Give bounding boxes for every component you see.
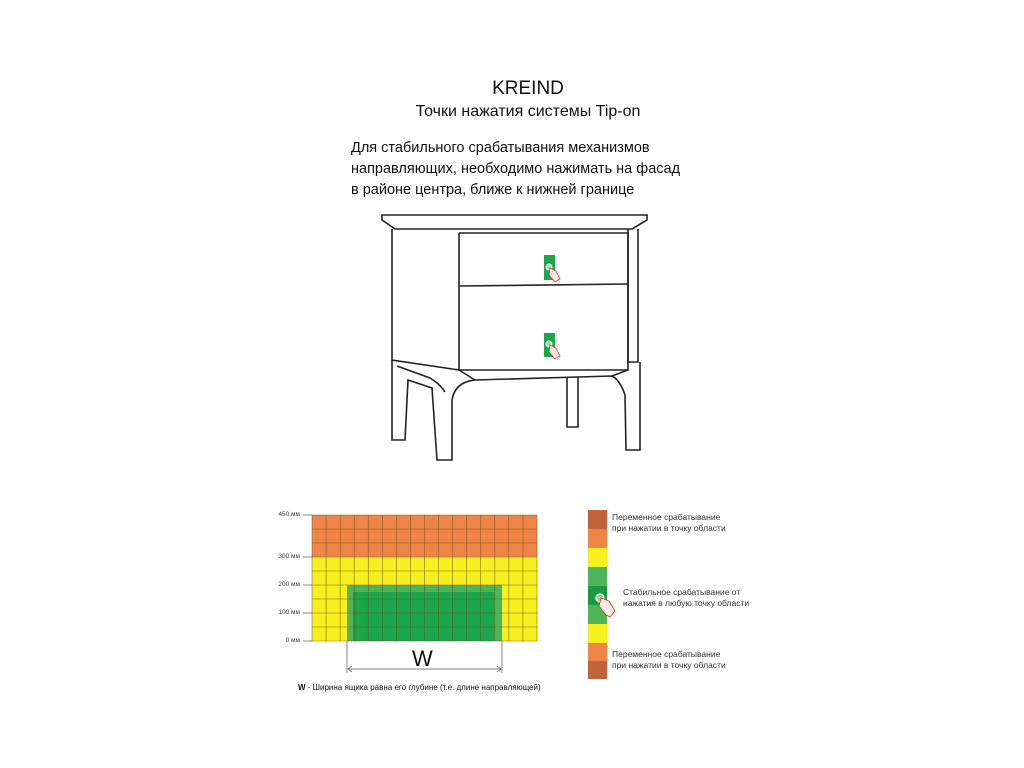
hand-pointer-icon [595,593,616,618]
zone-stable-inner [353,592,494,641]
footnote-symbol: W [298,683,306,692]
y-tick-label: 200 мм [278,581,300,588]
legend-text: при нажатии в точку области [612,523,726,533]
instruction-text: Для стабильного срабатывания механизмов … [351,138,680,201]
legend-text: Переменное срабатывание [612,649,721,659]
instruction-line: Для стабильного срабатывания механизмов [351,140,650,156]
y-tick-label: 100 мм [278,609,300,616]
width-label: W [412,646,433,671]
instruction-line: направляющих, необходимо нажимать на фас… [351,161,681,177]
legend-color-bar [588,510,607,679]
footnote-text: - Ширина ящика равна его глубине (т.е. д… [305,683,541,692]
y-tick-label: 450 мм [278,511,300,518]
legend-text: Стабильное срабатывание от [623,587,741,597]
brand-title: KREIND [492,78,564,99]
instruction-line: в районе центра, ближе к нижней границе [351,182,635,198]
legend-text: Переменное срабатывание [612,512,721,522]
legend-item-variable-top: Переменное срабатывание при нажатии в то… [612,512,726,534]
press-point-bottom-drawer [544,333,561,360]
legend-text: нажатия в любую точку области [623,598,750,608]
legend-item-stable: Стабильное срабатывание от нажатия в люб… [623,587,749,609]
footnote: W - Ширина ящика равна его глубине (т.е.… [298,683,541,692]
page-subtitle: Точки нажатия системы Tip-on [415,103,641,120]
legend-item-variable-bottom: Переменное срабатывание при нажатии в то… [612,649,726,671]
y-tick-label: 300 мм [278,553,300,560]
press-point-top-drawer [544,255,561,283]
legend-text: при нажатии в точку области [612,660,726,670]
y-tick-label: 0 мм [285,637,300,644]
